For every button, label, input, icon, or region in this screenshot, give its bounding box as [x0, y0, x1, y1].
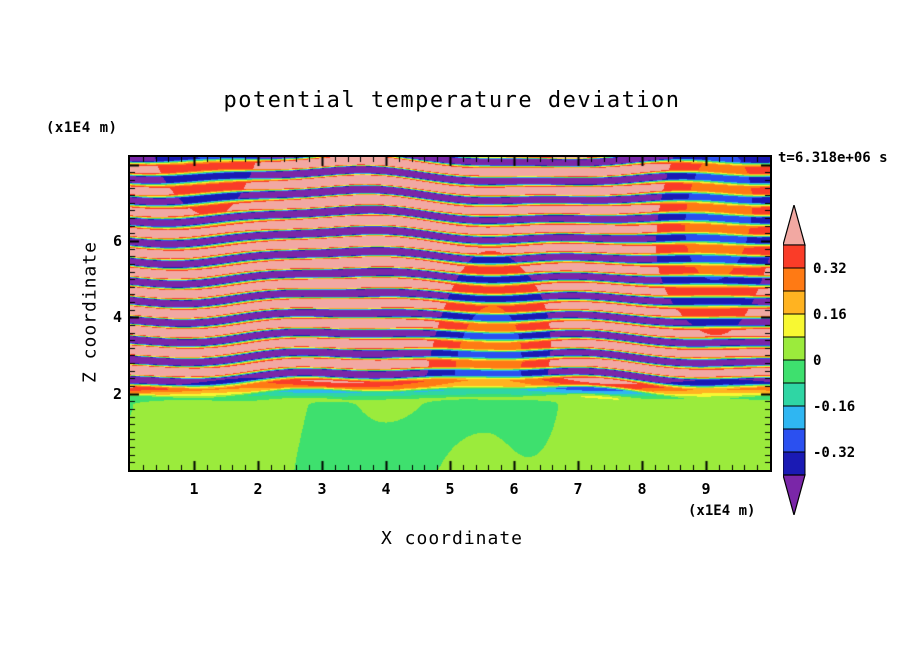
x-tick-label: 2 [253, 480, 263, 498]
colorbar-bottom-spike [782, 474, 806, 518]
z-axis-title: Z coordinate [79, 240, 101, 384]
x-tick-label: 9 [701, 480, 711, 498]
colorbar-tick-label: 0 [813, 353, 821, 369]
x-axis-title: X coordinate [380, 528, 524, 549]
colorbar-top-spike [782, 202, 806, 246]
z-tick-label: 4 [112, 308, 122, 327]
colorbar: 0.32 0.16 0 -0.16 -0.32 [782, 202, 869, 519]
x-tick-label: 3 [317, 480, 327, 498]
x-tick-label: 8 [637, 480, 647, 498]
chart-title: potential temperature deviation [223, 88, 681, 113]
colorbar-band [782, 290, 806, 315]
colorbar-band [782, 313, 806, 338]
colorbar-band [782, 359, 806, 384]
colorbar-band [782, 267, 806, 292]
time-annotation: t=6.318e+06 s [778, 150, 888, 166]
colorbar-band [782, 336, 806, 361]
colorbar-band [782, 244, 806, 269]
colorbar-tick-label: -0.16 [813, 399, 855, 415]
colorbar-tick-label: 0.32 [813, 261, 847, 277]
colorbar-band [782, 428, 806, 453]
x-tick-label: 6 [509, 480, 519, 498]
x-axis-units-label: (x1E4 m) [688, 503, 756, 519]
x-tick-label: 5 [445, 480, 455, 498]
x-tick-label: 4 [381, 480, 391, 498]
heatmap-canvas [128, 155, 772, 472]
colorbar-band [782, 451, 806, 476]
colorbar-tick-label: -0.32 [813, 445, 855, 461]
z-tick-label: 6 [112, 231, 122, 250]
colorbar-band [782, 382, 806, 407]
colorbar-band [782, 405, 806, 430]
x-tick-label: 1 [189, 480, 199, 498]
z-tick-label: 2 [112, 384, 122, 403]
z-axis-units-label: (x1E4 m) [46, 120, 118, 136]
colorbar-tick-label: 0.16 [813, 307, 847, 323]
x-tick-label: 7 [573, 480, 583, 498]
